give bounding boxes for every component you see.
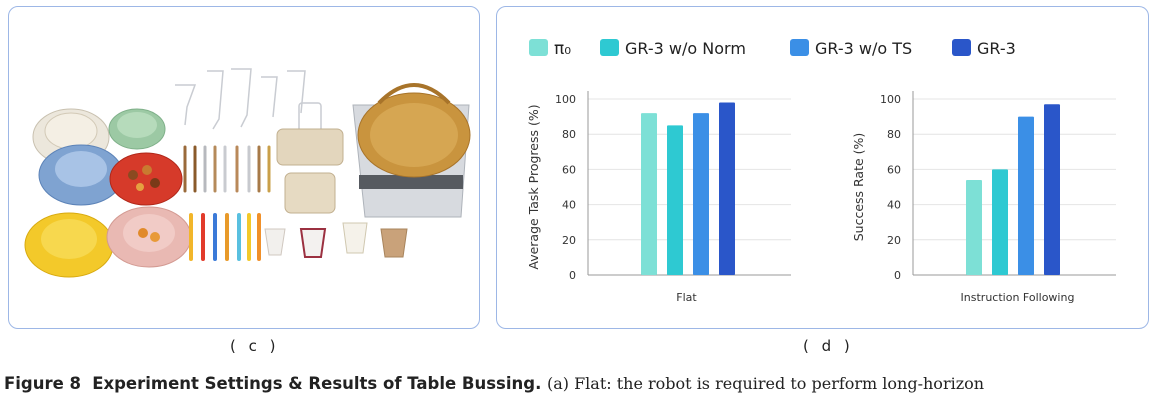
panel-c-label: ( c ) [230,337,280,355]
caption-title: Experiment Settings & Results of Table B… [92,374,542,393]
y-tick-label: 40 [887,199,901,212]
x-axis-label: Flat [676,291,697,304]
y-tick-label: 60 [887,163,901,176]
y-axis-label: Average Task Progress (%) [526,104,541,269]
tableware-photo [24,68,471,278]
bar-flat-series-1 [667,125,683,276]
legend-swatch-gr3-wo-ts [790,39,809,56]
caption-text: (a) Flat: the robot is required to perfo… [546,374,985,393]
panel-d: π₀ GR-3 w/o Norm GR-3 w/o TS GR-3 0 20 40 6… [496,6,1149,329]
bar-instruction-following-series-3 [1044,104,1060,275]
y-axis-label: Success Rate (%) [851,133,866,242]
panel-c [8,6,480,329]
chart-flat: 0 20 40 60 80 100 Flat Average Task Progress (%… [526,91,791,304]
legend-label-gr3-wo-norm: GR-3 w/o Norm [625,39,746,58]
y-tick-label: 40 [562,199,576,212]
x-axis-label: Instruction Following [961,291,1075,304]
legend-label-gr3-wo-ts: GR-3 w/o TS [815,39,912,58]
y-tick-label: 60 [562,163,576,176]
y-tick-label: 0 [569,269,576,282]
y-tick-label: 80 [887,128,901,141]
legend-swatch-pi0 [529,39,548,56]
legend-label-pi0: π₀ [554,39,571,59]
legend-swatch-gr3 [952,39,971,56]
y-tick-label: 0 [894,269,901,282]
y-tick-label: 20 [887,234,901,247]
figure-label: Figure 8 [4,374,82,393]
bar-flat-series-0 [641,113,657,275]
y-tick-label: 80 [562,128,576,141]
bar-flat-series-3 [719,102,735,276]
chart-instruction-following: 0 20 40 60 80 100 Instruction Following Success… [851,91,1116,304]
bar-flat-series-2 [693,113,709,275]
bar-instruction-following-series-1 [992,169,1008,275]
results-chart: π₀ GR-3 w/o Norm GR-3 w/o TS GR-3 0 20 40 6… [526,39,1116,304]
chart-legend: π₀ GR-3 w/o Norm GR-3 w/o TS GR-3 [529,39,1016,59]
bar-instruction-following-series-0 [966,179,982,275]
legend-swatch-gr3-wo-norm [600,39,619,56]
y-tick-label: 100 [555,93,576,106]
bar-instruction-following-series-2 [1018,116,1034,275]
legend-label-gr3: GR-3 [977,39,1016,58]
figure-caption: Figure 8 Experiment Settings & Results o… [4,374,1160,394]
y-tick-label: 100 [880,93,901,106]
panel-d-label: ( d ) [803,337,854,355]
y-tick-label: 20 [562,234,576,247]
